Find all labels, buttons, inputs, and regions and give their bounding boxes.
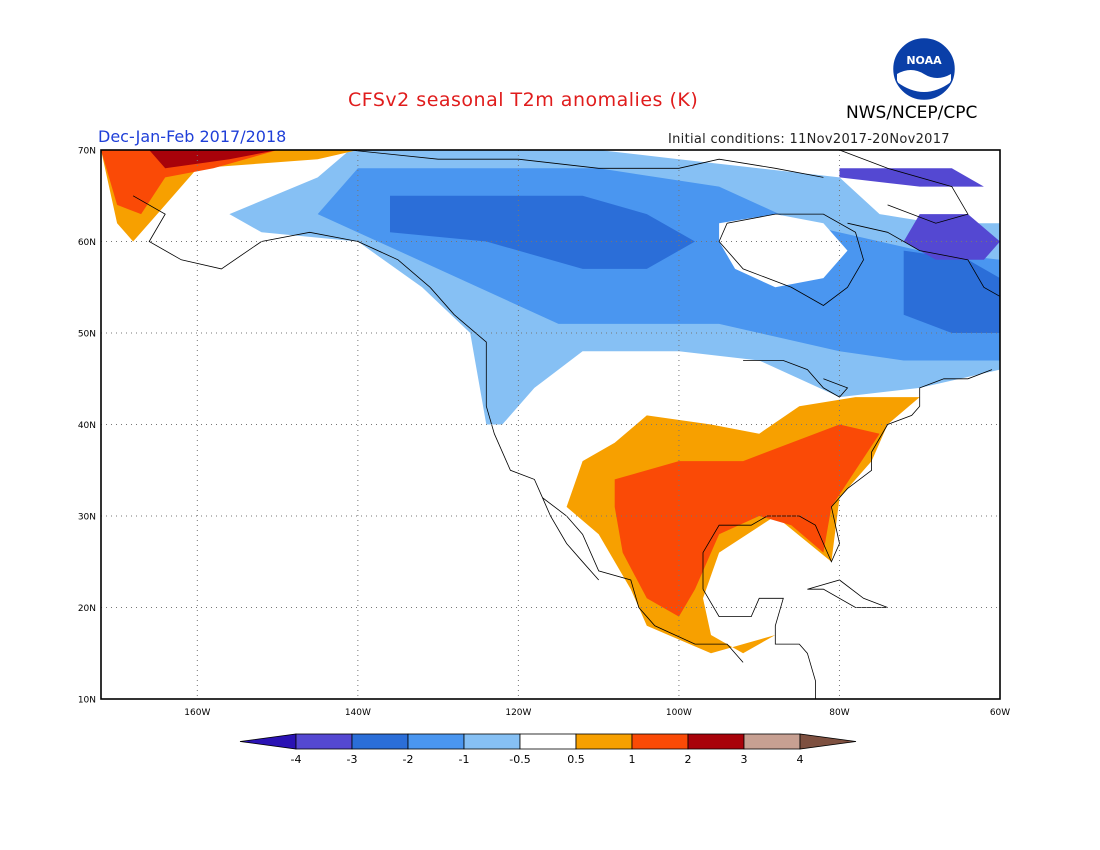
- anomaly-region-indigo-north: [839, 168, 984, 187]
- colorbar-tick-label: -1: [459, 753, 470, 766]
- colorbar-segment: [575, 733, 633, 750]
- latitude-labels: 70N 60N 50N 40N 30N 20N 10N: [78, 147, 96, 706]
- longitude-tick-label: 100W: [666, 708, 692, 718]
- colorbar-segment: [407, 733, 465, 750]
- latitude-tick-label: 60N: [78, 238, 96, 248]
- anomaly-shading-layer: [101, 150, 1000, 654]
- colorbar-segment: [687, 733, 745, 750]
- colorbar-segment: [519, 733, 577, 750]
- colorbar-arrow-high: [799, 733, 857, 750]
- longitude-labels: 160W 140W 120W 100W 80W 60W: [184, 708, 1010, 718]
- longitude-tick-label: 60W: [990, 708, 1010, 718]
- latitude-tick-label: 40N: [78, 421, 96, 431]
- coastlines-layer: [132, 150, 1000, 699]
- longitude-tick-label: 120W: [505, 708, 531, 718]
- colorbar-segment: [295, 733, 353, 750]
- latitude-tick-label: 50N: [78, 330, 96, 340]
- coast-alaska: [132, 195, 431, 288]
- colorbar-tick-label: -0.5: [509, 753, 530, 766]
- coast-baffin: [839, 150, 969, 224]
- latitude-tick-label: 10N: [78, 696, 96, 706]
- anomaly-region-dark-blue-east: [903, 250, 1000, 333]
- coast-gulf: [702, 369, 993, 590]
- chart-title: CFSv2 seasonal T2m anomalies (K): [348, 89, 699, 111]
- colorbar-tick-label: 0.5: [567, 753, 585, 766]
- coast-yucatan: [702, 588, 816, 699]
- colorbar-tick-label: 3: [741, 753, 748, 766]
- latitude-tick-label: 70N: [78, 147, 96, 157]
- coast-greatlakes: [743, 360, 849, 398]
- colorbar-tick-label: 2: [685, 753, 692, 766]
- latitude-tick-label: 30N: [78, 513, 96, 523]
- longitude-tick-label: 140W: [345, 708, 371, 718]
- anomaly-region-hudson-neutral: [719, 214, 848, 288]
- colorbar: -4 -3 -2 -1 -0.5 0.5 1 2 3 4: [239, 733, 857, 766]
- colorbar-arrow-low: [239, 733, 297, 750]
- anomaly-region-alaska-darkred: [149, 150, 278, 169]
- latitude-tick-label: 20N: [78, 604, 96, 614]
- agency-label: NWS/NCEP/CPC: [846, 103, 978, 123]
- forecast-period-label: Dec-Jan-Feb 2017/2018: [98, 127, 287, 146]
- coast-baja: [542, 497, 599, 581]
- anomaly-region-indigo: [903, 214, 1000, 260]
- anomaly-region-dark-blue: [390, 195, 695, 269]
- colorbar-tick-label: -2: [403, 753, 414, 766]
- noaa-logo-icon: NOAA: [893, 38, 955, 100]
- colorbar-segment: [351, 733, 409, 750]
- longitude-tick-label: 160W: [184, 708, 210, 718]
- noaa-logo-text: NOAA: [906, 54, 942, 67]
- coast-hudson: [718, 213, 864, 306]
- anomaly-region-alaska-red: [101, 150, 278, 215]
- coast-cuba: [807, 579, 888, 608]
- colorbar-segment: [743, 733, 801, 750]
- longitude-tick-label: 80W: [829, 708, 849, 718]
- initial-conditions-label: Initial conditions: 11Nov2017-20Nov2017: [668, 132, 950, 147]
- coast-arctic: [349, 150, 824, 178]
- coast-pacific: [429, 287, 744, 663]
- colorbar-tick-label: 1: [629, 753, 636, 766]
- colorbar-tick-label: -3: [347, 753, 358, 766]
- map-frame: [100, 149, 1001, 700]
- anomaly-region-red: [614, 424, 880, 617]
- colorbar-segment: [463, 733, 521, 750]
- colorbar-segment: [631, 733, 689, 750]
- colorbar-tick-label: 4: [797, 753, 804, 766]
- colorbar-tick-label: -4: [291, 753, 302, 766]
- coast-labrador: [847, 222, 1000, 297]
